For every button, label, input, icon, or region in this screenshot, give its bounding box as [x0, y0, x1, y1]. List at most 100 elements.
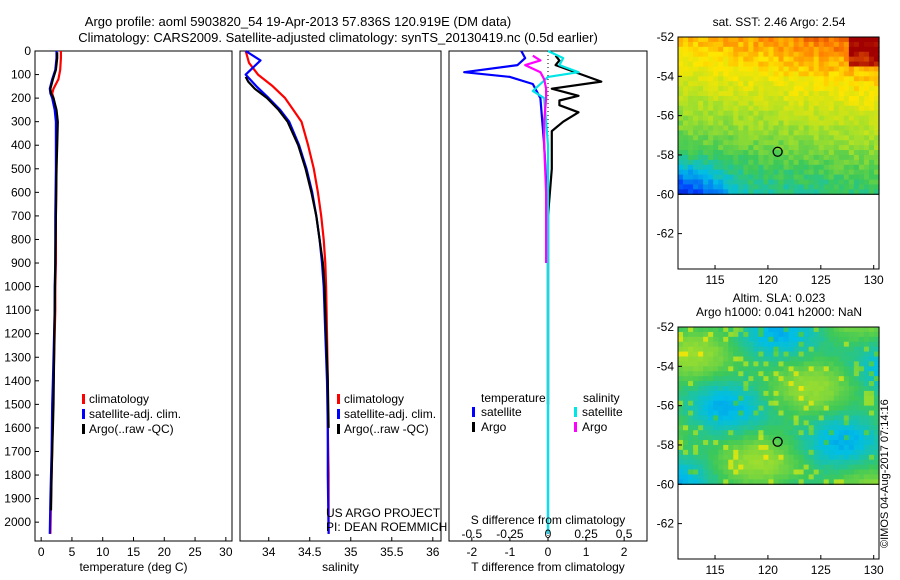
map-cell: [698, 405, 704, 412]
map-cell: [833, 159, 840, 166]
map-cell: [813, 341, 820, 348]
map-cell: [843, 145, 850, 151]
map-cell: [758, 356, 765, 363]
map-cell: [733, 351, 739, 358]
map-cell: [743, 174, 749, 181]
map-cell: [823, 41, 830, 48]
map-cell: [698, 105, 704, 112]
legend-label: Argo: [481, 420, 507, 434]
map-cell: [868, 110, 875, 117]
map-cell: [868, 61, 875, 68]
map-cell: [853, 469, 860, 476]
map-cell: [678, 356, 684, 363]
map-cell: [818, 356, 825, 363]
map-cell: [778, 130, 785, 136]
map-cell: [763, 115, 770, 122]
map-cell: [713, 346, 719, 353]
map-cell: [823, 150, 830, 156]
map-cell: [688, 105, 694, 112]
map-cell: [728, 331, 734, 338]
map-cell: [853, 91, 860, 97]
map-cell: [863, 351, 870, 358]
map-cell: [738, 71, 744, 77]
map-cell: [688, 169, 694, 176]
map-cell: [703, 361, 709, 367]
map-cell: [818, 464, 825, 471]
map-cell: [728, 76, 734, 82]
map-cell: [763, 41, 770, 48]
map-cell: [853, 405, 860, 412]
map-cell: [853, 371, 860, 377]
map-cell: [703, 76, 709, 82]
map-cell: [808, 154, 815, 161]
map-cell: [683, 46, 689, 53]
map-cell: [838, 336, 845, 343]
map-cells: [678, 327, 880, 485]
map-cell: [793, 135, 800, 141]
map-cell: [753, 154, 760, 161]
map-cell: [733, 356, 739, 363]
map-cell: [758, 66, 765, 73]
map-cell: [713, 395, 719, 402]
map-cell: [808, 420, 815, 426]
map-cell: [698, 37, 704, 43]
map-cell: [713, 440, 719, 446]
map-cell: [683, 174, 689, 181]
map-cell: [768, 479, 775, 485]
map-cell: [833, 390, 840, 397]
map-cell: [778, 76, 785, 82]
map-cell: [873, 164, 880, 171]
map-cell: [828, 86, 835, 92]
map-cell: [853, 51, 860, 58]
map-cell: [678, 66, 684, 73]
map-cell: [723, 440, 729, 446]
map-cell: [688, 61, 694, 68]
map-cell: [798, 179, 805, 186]
map-cell: [683, 400, 689, 407]
map-cell: [813, 351, 820, 358]
map-cell: [698, 140, 704, 146]
map-cell: [743, 425, 749, 431]
map-cell: [763, 327, 770, 333]
map-cell: [723, 454, 729, 461]
map-cell: [798, 410, 805, 417]
map-cell: [773, 61, 780, 68]
map-cell: [868, 41, 875, 48]
map-cell: [733, 159, 739, 166]
map-cell: [743, 189, 749, 195]
map-cell: [678, 381, 684, 387]
map-cell: [778, 125, 785, 131]
map-cell: [808, 331, 815, 338]
x-tick-label: 30: [219, 545, 233, 559]
map-cell: [738, 420, 744, 426]
map-cell: [848, 449, 855, 456]
map-cell: [778, 169, 785, 176]
map-cell: [708, 469, 714, 476]
map-cell: [743, 37, 749, 43]
map-cell: [708, 449, 714, 456]
map-cell: [743, 61, 749, 68]
map-cell: [763, 341, 770, 348]
map-cell: [873, 61, 880, 68]
map-cell: [738, 81, 744, 87]
map-cell: [823, 154, 830, 161]
y-tick-label: -60: [657, 187, 675, 201]
map-cell: [853, 395, 860, 402]
map-cell: [753, 159, 760, 166]
map-cell: [843, 91, 850, 97]
map-cell: [733, 125, 739, 131]
map-cell: [713, 420, 719, 426]
map-cell: [678, 51, 684, 58]
map-cell: [703, 46, 709, 53]
map-cell: [798, 376, 805, 382]
map-cell: [678, 174, 684, 181]
map-cell: [743, 440, 749, 446]
map-cell: [713, 145, 719, 151]
map-cell: [838, 71, 845, 77]
map-cell: [688, 120, 694, 127]
map-cell: [703, 464, 709, 471]
map-cell: [813, 130, 820, 136]
map-cell: [683, 120, 689, 127]
map-cell: [768, 164, 775, 171]
map-cell: [803, 381, 810, 387]
